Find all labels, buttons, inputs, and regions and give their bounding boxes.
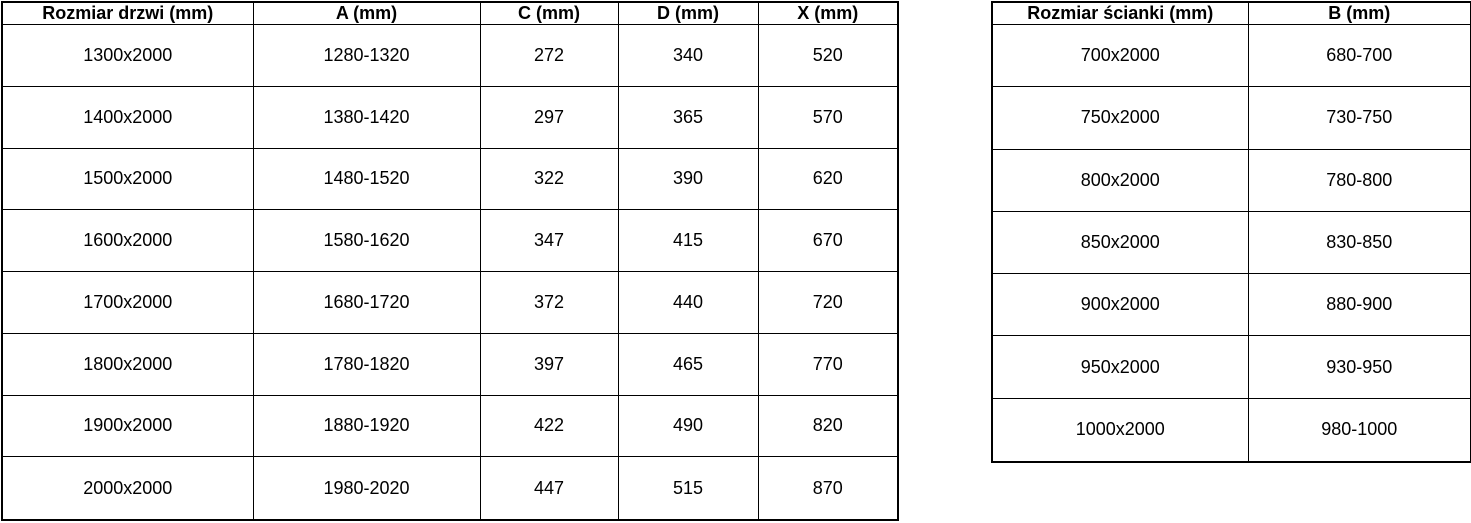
- table-row: 2000x2000 1980-2020 447 515 870: [1, 456, 899, 521]
- table-row: 1600x2000 1580-1620 347 415 670: [1, 209, 899, 272]
- header-cell: D (mm): [617, 1, 759, 25]
- table-row: 700x2000 680-700: [991, 23, 1471, 88]
- table-cell: 870: [757, 456, 899, 521]
- table-cell: 365: [617, 85, 759, 149]
- table-row: 1800x2000 1780-1820 397 465 770: [1, 332, 899, 396]
- table-cell: 340: [617, 24, 759, 87]
- table-row: 950x2000 930-950: [991, 335, 1471, 399]
- table-cell: 347: [479, 209, 619, 272]
- door-sizes-header-row: Rozmiar drzwi (mm) A (mm) C (mm) D (mm) X (m…: [1, 1, 899, 25]
- table-cell: 1880-1920: [252, 394, 481, 458]
- table-row: 1000x2000 980-1000: [991, 397, 1471, 463]
- table-cell: 440: [617, 271, 759, 334]
- table-cell: 297: [479, 85, 619, 149]
- table-row: 1300x2000 1280-1320 272 340 520: [1, 24, 899, 87]
- table-row: 1400x2000 1380-1420 297 365 570: [1, 85, 899, 149]
- table-cell: 1000x2000: [991, 397, 1249, 463]
- table-cell: 372: [479, 271, 619, 334]
- table-cell: 950x2000: [991, 335, 1249, 399]
- table-cell: 272: [479, 24, 619, 87]
- table-cell: 1680-1720: [252, 271, 481, 334]
- table-cell: 1900x2000: [1, 394, 254, 458]
- table-cell: 1600x2000: [1, 209, 254, 272]
- table-cell: 1400x2000: [1, 85, 254, 149]
- table-cell: 980-1000: [1247, 397, 1471, 463]
- header-cell: C (mm): [479, 1, 619, 25]
- table-cell: 730-750: [1247, 86, 1471, 150]
- table-cell: 930-950: [1247, 335, 1471, 399]
- header-cell: B (mm): [1247, 1, 1471, 25]
- table-cell: 397: [479, 332, 619, 396]
- table-cell: 620: [757, 147, 899, 211]
- table-cell: 1500x2000: [1, 147, 254, 211]
- table-cell: 720: [757, 271, 899, 334]
- table-cell: 1300x2000: [1, 24, 254, 87]
- table-cell: 322: [479, 147, 619, 211]
- table-row: 800x2000 780-800: [991, 148, 1471, 212]
- table-cell: 670: [757, 209, 899, 272]
- table-row: 900x2000 880-900: [991, 273, 1471, 337]
- table-cell: 515: [617, 456, 759, 521]
- wall-sizes-header-row: Rozmiar ścianki (mm) B (mm): [991, 1, 1471, 25]
- table-cell: 2000x2000: [1, 456, 254, 521]
- table-cell: 415: [617, 209, 759, 272]
- table-cell: 570: [757, 85, 899, 149]
- header-cell: X (mm): [757, 1, 899, 25]
- table-cell: 850x2000: [991, 210, 1249, 275]
- table-cell: 1380-1420: [252, 85, 481, 149]
- table-row: 750x2000 730-750: [991, 86, 1471, 150]
- table-cell: 465: [617, 332, 759, 396]
- table-cell: 447: [479, 456, 619, 521]
- table-cell: 1800x2000: [1, 332, 254, 396]
- door-sizes-table: Rozmiar drzwi (mm) A (mm) C (mm) D (mm) X (m…: [1, 1, 899, 521]
- table-row: 1900x2000 1880-1920 422 490 820: [1, 394, 899, 458]
- table-cell: 800x2000: [991, 148, 1249, 212]
- table-cell: 700x2000: [991, 23, 1249, 88]
- table-cell: 1580-1620: [252, 209, 481, 272]
- table-cell: 490: [617, 394, 759, 458]
- table-cell: 770: [757, 332, 899, 396]
- table-cell: 830-850: [1247, 210, 1471, 275]
- header-cell: Rozmiar ścianki (mm): [991, 1, 1249, 25]
- header-cell: A (mm): [252, 1, 481, 25]
- table-cell: 520: [757, 24, 899, 87]
- table-cell: 390: [617, 147, 759, 211]
- table-cell: 780-800: [1247, 148, 1471, 212]
- table-row: 1500x2000 1480-1520 322 390 620: [1, 147, 899, 211]
- table-cell: 1700x2000: [1, 271, 254, 334]
- wall-sizes-table: Rozmiar ścianki (mm) B (mm) 700x2000 680-7…: [991, 1, 1471, 463]
- table-row: 1700x2000 1680-1720 372 440 720: [1, 271, 899, 334]
- table-row: 850x2000 830-850: [991, 210, 1471, 275]
- table-cell: 1280-1320: [252, 24, 481, 87]
- table-cell: 900x2000: [991, 273, 1249, 337]
- table-cell: 1780-1820: [252, 332, 481, 396]
- table-cell: 1480-1520: [252, 147, 481, 211]
- table-cell: 422: [479, 394, 619, 458]
- table-cell: 820: [757, 394, 899, 458]
- table-cell: 680-700: [1247, 23, 1471, 88]
- header-cell: Rozmiar drzwi (mm): [1, 1, 254, 25]
- table-cell: 880-900: [1247, 273, 1471, 337]
- table-cell: 1980-2020: [252, 456, 481, 521]
- table-cell: 750x2000: [991, 86, 1249, 150]
